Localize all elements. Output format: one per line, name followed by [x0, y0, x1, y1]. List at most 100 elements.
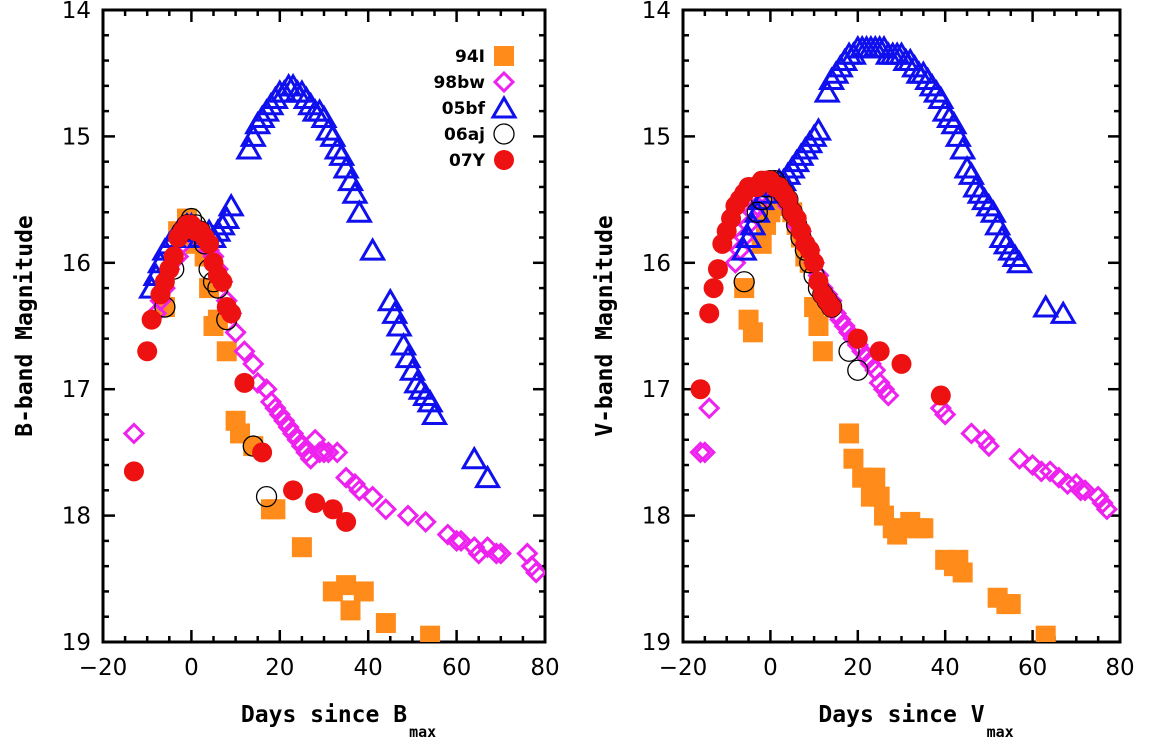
data-point-98bw [436, 523, 459, 546]
legend: 94I 98bw 05bf 06aj 07Y [433, 46, 518, 171]
legend-marker-07Y [494, 150, 514, 170]
y-tick-label: 14 [642, 0, 671, 24]
data-point-07Y [221, 303, 242, 324]
data-point-98bw [698, 397, 721, 420]
data-point-05bf [473, 464, 502, 489]
series-07Y [123, 214, 357, 532]
data-point-06aj [733, 271, 755, 293]
data-point-07Y [322, 499, 343, 520]
x-axis-label: Days since V [818, 702, 984, 728]
legend-label: 05bf [442, 99, 486, 119]
data-point-05bf [804, 117, 833, 141]
series-05bf [730, 34, 1077, 324]
x-axis-label: Days since B [241, 702, 407, 728]
legend-label: 94I [455, 47, 485, 67]
data-point-98bw [374, 498, 398, 521]
data-point-98bw [361, 485, 384, 508]
data-point-98bw [1038, 460, 1062, 483]
data-point-07Y [707, 259, 728, 280]
data-point-07Y [690, 379, 711, 400]
data-point-05bf [213, 205, 241, 230]
series-07Y [690, 170, 951, 406]
y-tick-label: 14 [62, 0, 91, 24]
legend-label: 07Y [449, 151, 486, 171]
data-point-07Y [212, 271, 233, 292]
data-point-07Y [699, 303, 720, 324]
legend-marker-98bw [492, 70, 516, 94]
series-98bw [122, 213, 545, 584]
y-tick-label: 19 [62, 630, 91, 656]
data-point-98bw [449, 529, 473, 553]
data-point-98bw [693, 441, 716, 464]
data-point-94I [913, 518, 934, 539]
data-point-07Y [703, 278, 724, 299]
x-tick-label: −20 [659, 655, 708, 681]
data-point-05bf [359, 237, 387, 261]
data-point-06aj [746, 201, 768, 223]
data-point-94I [812, 341, 833, 362]
y-tick-label: 17 [62, 377, 91, 403]
data-point-98bw [1095, 498, 1119, 521]
data-point-98bw [960, 422, 983, 445]
data-point-05bf [239, 123, 267, 147]
data-point-05bf [420, 401, 449, 425]
data-point-07Y [847, 328, 868, 349]
series-06aj [733, 169, 869, 381]
data-point-05bf [460, 445, 488, 470]
data-point-07Y [891, 353, 912, 374]
x-axis-label-subscript: max [987, 723, 1014, 741]
data-point-98bw [1047, 466, 1070, 489]
data-point-98bw [233, 340, 256, 363]
data-point-07Y [283, 480, 304, 501]
data-point-98bw [445, 529, 468, 553]
data-point-05bf [739, 211, 767, 236]
data-point-94I [1035, 625, 1056, 642]
data-point-94I [375, 613, 396, 634]
data-point-94I [420, 625, 441, 642]
x-tick-label: 60 [442, 655, 471, 681]
data-point-05bf [734, 224, 763, 249]
data-point-05bf [345, 199, 373, 223]
data-point-07Y [123, 461, 144, 482]
data-point-06aj [847, 359, 869, 381]
data-point-94I [353, 581, 374, 602]
x-tick-label: 0 [763, 655, 778, 681]
data-point-98bw [689, 441, 712, 464]
data-points [689, 34, 1119, 642]
y-tick-label: 15 [642, 124, 671, 150]
data-point-05bf [813, 79, 841, 103]
data-point-94I [216, 341, 237, 362]
data-point-07Y [930, 385, 951, 406]
data-point-94I [1000, 594, 1021, 615]
data-point-98bw [1008, 447, 1031, 470]
data-point-98bw [934, 403, 957, 426]
data-point-07Y [305, 492, 326, 513]
data-point-07Y [821, 297, 842, 318]
data-point-05bf [1049, 300, 1077, 324]
x-axis-label-subscript: max [409, 723, 436, 741]
y-tick-label: 15 [62, 124, 91, 150]
data-point-05bf [1032, 294, 1060, 318]
data-point-98bw [1030, 460, 1053, 483]
y-tick-label: 17 [642, 377, 671, 403]
data-point-05bf [385, 313, 413, 337]
data-point-98bw [1056, 472, 1079, 496]
data-point-94I [839, 423, 860, 444]
data-point-07Y [199, 233, 220, 254]
data-point-94I [291, 537, 312, 558]
y-axis-label: V-band Magnitude [592, 215, 618, 437]
data-point-07Y [141, 309, 162, 330]
data-point-05bf [1005, 249, 1034, 274]
y-tick-label: 18 [642, 504, 671, 530]
data-point-98bw [326, 441, 349, 464]
legend-marker-94I [494, 46, 514, 66]
data-point-94I [734, 278, 755, 299]
x-tick-label: 0 [184, 655, 199, 681]
data-point-94I [952, 562, 973, 583]
series-98bw [689, 175, 1119, 521]
data-point-07Y [234, 372, 255, 393]
data-point-07Y [336, 511, 357, 532]
data-point-06aj [255, 485, 278, 508]
